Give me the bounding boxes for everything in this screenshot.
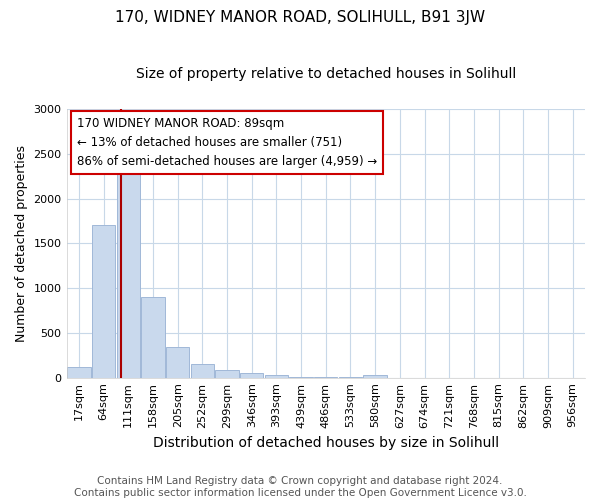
Bar [116, 166, 140, 378]
X-axis label: Distribution of detached houses by size in Solihull: Distribution of detached houses by size … [153, 436, 499, 450]
Bar [92, 226, 115, 378]
Bar [289, 377, 313, 378]
Bar [240, 373, 263, 378]
Bar [364, 375, 387, 378]
Bar [265, 375, 288, 378]
Y-axis label: Number of detached properties: Number of detached properties [15, 145, 28, 342]
Bar [215, 370, 239, 378]
Text: 170 WIDNEY MANOR ROAD: 89sqm
← 13% of detached houses are smaller (751)
86% of s: 170 WIDNEY MANOR ROAD: 89sqm ← 13% of de… [77, 117, 377, 168]
Bar [191, 364, 214, 378]
Title: Size of property relative to detached houses in Solihull: Size of property relative to detached ho… [136, 68, 516, 82]
Bar [141, 297, 164, 378]
Bar [67, 367, 91, 378]
Text: Contains HM Land Registry data © Crown copyright and database right 2024.
Contai: Contains HM Land Registry data © Crown c… [74, 476, 526, 498]
Text: 170, WIDNEY MANOR ROAD, SOLIHULL, B91 3JW: 170, WIDNEY MANOR ROAD, SOLIHULL, B91 3J… [115, 10, 485, 25]
Bar [166, 347, 190, 378]
